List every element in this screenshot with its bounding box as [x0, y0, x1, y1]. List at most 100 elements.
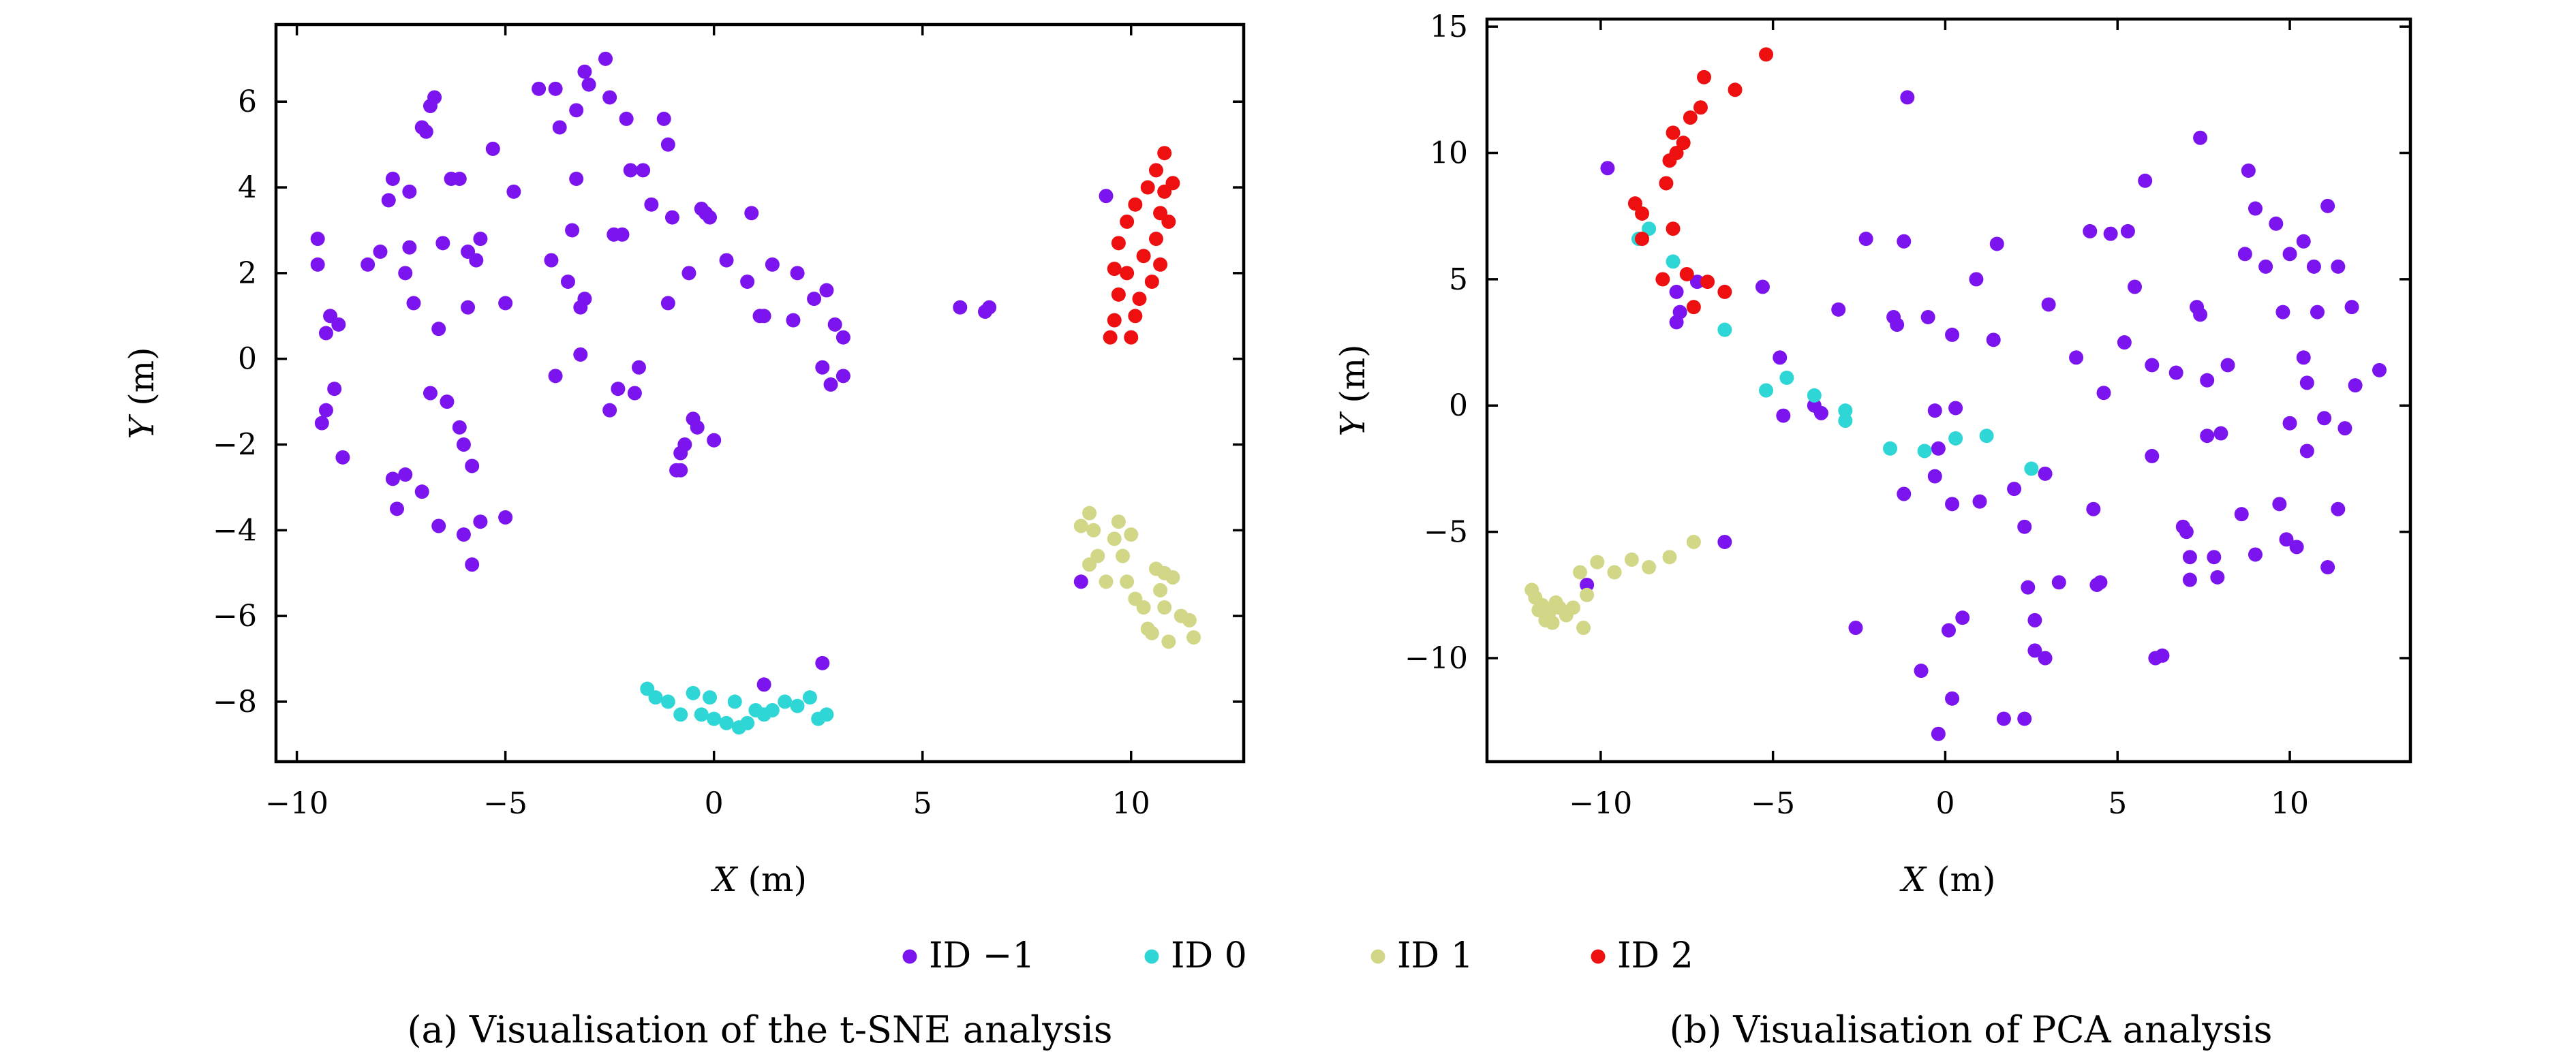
data-point — [2182, 550, 2197, 565]
data-point — [381, 193, 396, 208]
data-point — [686, 685, 701, 700]
data-point — [1157, 600, 1172, 615]
legend-label: ID −1 — [929, 935, 1034, 976]
y-tick-label: −2 — [213, 427, 257, 462]
data-point — [765, 703, 780, 718]
data-point — [1972, 494, 1987, 509]
data-point — [698, 206, 713, 221]
data-point — [2038, 651, 2053, 666]
x-tick-label: −10 — [1569, 786, 1632, 821]
data-point — [1635, 232, 1650, 247]
data-point — [1686, 534, 1701, 549]
data-point — [1897, 234, 1912, 249]
data-point — [461, 300, 476, 315]
data-point — [2348, 378, 2363, 393]
x-axis-label: X (m) — [1899, 860, 1996, 899]
data-point — [581, 77, 596, 92]
y-tick-label: −10 — [1405, 641, 1468, 676]
data-point — [673, 463, 688, 478]
data-point — [1580, 587, 1595, 602]
data-point — [1161, 214, 1176, 229]
data-point — [1996, 711, 2011, 726]
y-tick-label: −6 — [213, 599, 257, 634]
data-point — [569, 171, 584, 186]
data-point — [953, 300, 968, 315]
data-point — [2182, 572, 2197, 587]
data-point — [619, 111, 634, 126]
data-point — [577, 64, 592, 79]
plot-frame — [274, 22, 1246, 764]
data-point — [2117, 335, 2132, 350]
data-point — [694, 707, 709, 722]
data-point — [2128, 279, 2143, 294]
data-point — [2248, 547, 2263, 562]
data-point — [2213, 426, 2228, 441]
y-tick-label: 0 — [238, 342, 257, 377]
series-2 — [1524, 534, 1701, 636]
data-point — [2296, 234, 2311, 249]
data-point — [310, 232, 325, 247]
data-point — [2024, 461, 2039, 476]
x-axis-variable: X — [710, 860, 739, 899]
y-tick-label: 10 — [1430, 136, 1468, 170]
data-point — [1717, 534, 1732, 549]
data-point — [398, 467, 413, 482]
y-tick-label: 4 — [238, 170, 257, 205]
data-point — [435, 236, 450, 251]
data-point — [406, 296, 421, 311]
data-point — [2193, 130, 2208, 145]
data-point — [2193, 307, 2208, 322]
y-axis-variable: Y — [122, 414, 162, 439]
data-point — [677, 437, 692, 452]
data-point — [1186, 630, 1201, 645]
data-point — [660, 137, 675, 152]
series-0 — [310, 51, 1114, 692]
data-point — [335, 450, 350, 465]
data-point — [2017, 519, 2032, 534]
data-point — [2145, 358, 2160, 373]
legend-marker — [902, 949, 917, 964]
data-point — [1128, 197, 1143, 212]
data-point — [756, 677, 771, 692]
legend-marker — [1370, 949, 1385, 964]
data-point — [469, 253, 484, 268]
data-point — [656, 111, 671, 126]
data-point — [815, 655, 830, 670]
data-point — [552, 120, 567, 135]
data-point — [2200, 429, 2215, 444]
data-point — [827, 317, 842, 332]
data-point — [385, 171, 400, 186]
data-point — [1838, 413, 1853, 428]
data-point — [1945, 691, 1960, 706]
data-point — [1086, 523, 1101, 538]
data-point — [402, 240, 417, 255]
data-point — [1073, 574, 1088, 589]
data-point — [615, 227, 630, 242]
x-tick-label: −5 — [1751, 786, 1795, 821]
x-tick-label: 0 — [1935, 786, 1954, 821]
data-point — [2289, 540, 2304, 555]
data-point — [2041, 297, 2056, 312]
data-point — [1686, 300, 1701, 315]
data-point — [1182, 612, 1197, 627]
y-tick-label: −4 — [213, 513, 257, 548]
data-point — [1153, 257, 1168, 272]
data-point — [1111, 236, 1126, 251]
data-point — [2299, 444, 2314, 459]
data-point — [756, 309, 771, 324]
data-point — [1120, 266, 1135, 281]
data-point — [1948, 431, 1963, 446]
data-point — [452, 171, 467, 186]
legend: ID −1 ID 0 ID 1 ID 2 — [902, 935, 1693, 976]
data-point — [2103, 226, 2118, 241]
data-point — [390, 501, 404, 516]
data-point — [1755, 279, 1770, 294]
x-tick-label: 10 — [1112, 786, 1150, 821]
data-point — [1624, 552, 1639, 567]
data-point — [790, 266, 805, 281]
data-point — [786, 313, 801, 328]
data-point — [1148, 163, 1163, 178]
x-axis-unit: (m) — [737, 860, 807, 899]
data-point — [1120, 214, 1135, 229]
data-point — [1759, 47, 1774, 62]
